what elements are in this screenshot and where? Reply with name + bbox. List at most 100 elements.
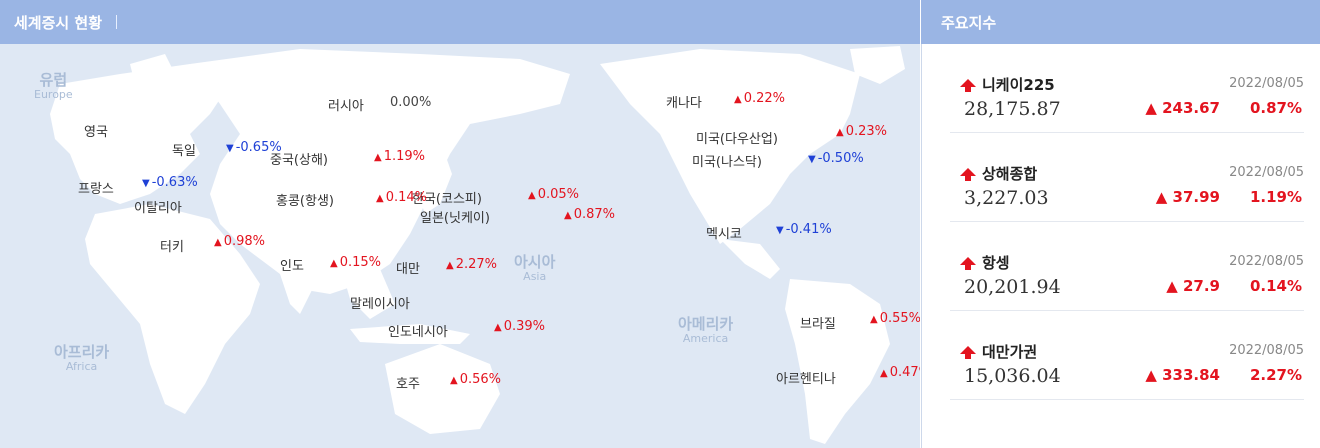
index-name-shanghai[interactable]: 상해종합 <box>960 163 1037 184</box>
up-triangle-icon: ▲ <box>836 127 844 138</box>
europe-landmass <box>50 64 230 204</box>
continent-america-ko: 아메리카 <box>678 315 734 333</box>
north-america-landmass <box>600 49 860 244</box>
index-name-hangseng[interactable]: 항셍 <box>960 252 1010 273</box>
country-canada[interactable]: 캐나다 <box>666 96 702 111</box>
country-argentina[interactable]: 아르헨티나 <box>776 372 836 387</box>
index-value: 15,036.04 <box>964 365 1061 387</box>
header-separator <box>116 15 118 29</box>
continent-europe-en: Europe <box>34 87 73 101</box>
continent-label-africa: 아프리카 Africa <box>54 344 109 373</box>
down-triangle-icon: ▼ <box>142 178 150 189</box>
continent-label-asia: 아시아 Asia <box>514 254 555 283</box>
index-change-percent: 0.14% <box>1249 277 1302 295</box>
country-france[interactable]: 프랑스 <box>78 182 114 197</box>
change-us-dow: ▲ 0.23% <box>836 124 888 139</box>
country-italy[interactable]: 이탈리아 <box>134 201 182 216</box>
index-value: 28,175.87 <box>964 98 1061 120</box>
country-china[interactable]: 중국(상해) <box>270 153 328 168</box>
continent-asia-ko: 아시아 <box>514 253 556 271</box>
change-germany: ▼ -0.65% <box>226 140 282 155</box>
country-germany[interactable]: 독일 <box>172 144 196 159</box>
index-change: ▲ 243.67 <box>1145 99 1220 117</box>
down-triangle-icon: ▼ <box>776 225 784 236</box>
country-australia[interactable]: 호주 <box>396 377 420 392</box>
index-change: ▲ 333.84 <box>1145 366 1220 384</box>
country-hongkong[interactable]: 홍콩(항생) <box>276 194 334 209</box>
continent-africa-en: Africa <box>65 359 98 373</box>
change-turkey: ▲ 0.98% <box>214 234 266 249</box>
up-arrow-icon <box>960 167 976 181</box>
south-america-landmass <box>785 279 890 444</box>
australia-landmass <box>385 344 500 434</box>
down-triangle-icon: ▼ <box>226 143 234 154</box>
country-us-dow[interactable]: 미국(다우산업) <box>696 132 778 147</box>
continent-europe-ko: 유럽 <box>39 71 68 89</box>
country-japan[interactable]: 일본(닛케이) <box>420 211 490 226</box>
country-malaysia[interactable]: 말레이시아 <box>350 297 410 312</box>
country-taiwan[interactable]: 대만 <box>396 262 420 277</box>
change-india: ▲ 0.15% <box>330 255 382 270</box>
greenland-landmass <box>850 46 905 84</box>
index-date: 2022/08/05 <box>1229 343 1304 358</box>
se-asia-landmass <box>340 264 395 319</box>
index-value: 3,227.03 <box>964 187 1049 209</box>
country-mexico[interactable]: 멕시코 <box>706 227 742 242</box>
index-change: ▲ 37.99 <box>1155 188 1220 206</box>
index-card-hangseng[interactable]: 항셍 2022/08/05 20,201.94 ▲ 27.9 0.14% <box>950 222 1304 311</box>
index-name-taiwan[interactable]: 대만가권 <box>960 341 1037 362</box>
up-arrow-icon <box>960 256 976 270</box>
change-australia: ▲ 0.56% <box>450 372 502 387</box>
uk-landmass <box>70 106 92 146</box>
india-landmass <box>270 244 320 314</box>
up-triangle-icon: ▲ <box>564 210 572 221</box>
up-arrow-icon <box>960 345 976 359</box>
index-card-shanghai[interactable]: 상해종합 2022/08/05 3,227.03 ▲ 37.99 1.19% <box>950 133 1304 222</box>
country-korea[interactable]: 한국(코스피) <box>412 192 482 207</box>
index-card-nikkei[interactable]: 니케이225 2022/08/05 28,175.87 ▲ 243.67 0.8… <box>950 44 1304 133</box>
world-stock-title: 세계증시 현황 <box>14 13 103 32</box>
change-indonesia: ▲ 0.39% <box>494 319 546 334</box>
up-arrow-icon <box>960 78 976 92</box>
country-russia[interactable]: 러시아 <box>328 99 364 114</box>
scandinavia-landmass <box>130 54 175 104</box>
change-russia: 0.00% <box>390 95 432 110</box>
change-argentina: ▲0.47% <box>880 365 920 380</box>
index-change-percent: 0.87% <box>1249 99 1302 117</box>
continent-africa-ko: 아프리카 <box>54 343 110 361</box>
change-taiwan: ▲ 2.27% <box>446 257 498 272</box>
up-triangle-icon: ▲ <box>528 190 536 201</box>
country-turkey[interactable]: 터키 <box>160 240 184 255</box>
up-triangle-icon: ▲ <box>880 368 888 379</box>
index-name-nikkei[interactable]: 니케이225 <box>960 74 1055 95</box>
japan-landmass <box>420 154 452 214</box>
continent-asia-en: Asia <box>523 269 547 283</box>
index-card-taiwan[interactable]: 대만가권 2022/08/05 15,036.04 ▲ 333.84 2.27% <box>950 311 1304 400</box>
index-name-text: 항셍 <box>982 254 1010 272</box>
up-triangle-icon: ▲ <box>870 314 878 325</box>
change-china: ▲ 1.19% <box>374 149 426 164</box>
country-india[interactable]: 인도 <box>280 259 304 274</box>
change-us-nasdaq: ▼ -0.50% <box>808 151 864 166</box>
country-uk[interactable]: 영국 <box>84 125 108 140</box>
country-brazil[interactable]: 브라질 <box>800 317 836 332</box>
major-index-panel: 니케이225 2022/08/05 28,175.87 ▲ 243.67 0.8… <box>921 44 1320 448</box>
down-triangle-icon: ▼ <box>808 154 816 165</box>
index-date: 2022/08/05 <box>1229 254 1304 269</box>
index-name-text: 상해종합 <box>982 165 1038 183</box>
world-stock-map-panel: 세계증시 현황 유럽 Europe 아시아 Asia 아프리카 Africa 아… <box>0 0 920 448</box>
up-triangle-icon: ▲ <box>374 152 382 163</box>
change-hongkong: ▲ 0.14% <box>376 190 428 205</box>
asia-landmass <box>190 49 570 294</box>
change-japan: ▲ 0.87% <box>564 207 616 222</box>
country-us-nasdaq[interactable]: 미국(나스닥) <box>692 155 762 170</box>
world-map <box>50 46 905 444</box>
change-brazil: ▲ 0.55% <box>870 311 920 326</box>
index-value: 20,201.94 <box>964 276 1061 298</box>
index-change-percent: 2.27% <box>1249 366 1302 384</box>
africa-landmass <box>85 204 260 414</box>
up-triangle-icon: ▲ <box>446 260 454 271</box>
country-indonesia[interactable]: 인도네시아 <box>388 325 448 340</box>
indonesia-landmass <box>350 324 470 344</box>
index-date: 2022/08/05 <box>1229 165 1304 180</box>
